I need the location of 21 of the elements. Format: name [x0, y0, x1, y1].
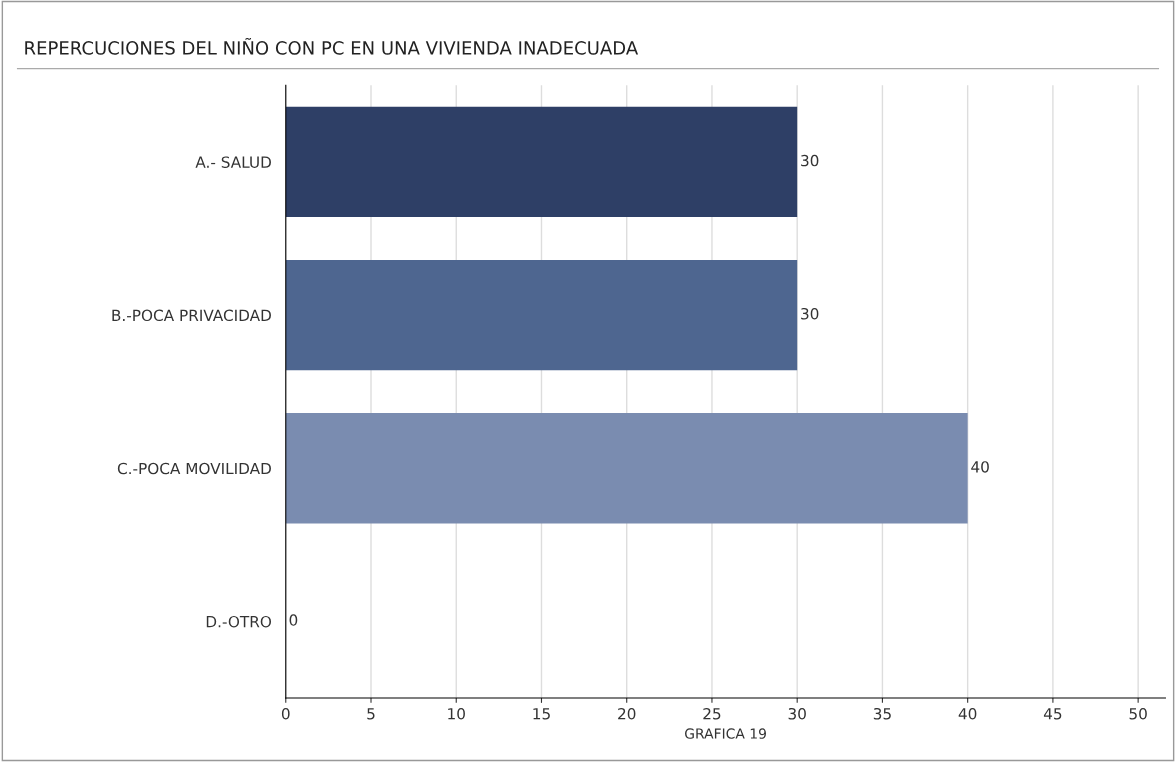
y-tick-label: D.-OTRO — [206, 615, 272, 628]
x-tick-label: 0 — [281, 707, 290, 720]
y-tick-label: A.- SALUD — [195, 156, 271, 168]
x-tick-label: 50 — [1129, 707, 1147, 720]
data-label: 30 — [801, 154, 819, 167]
x-tick-label: 25 — [703, 707, 721, 720]
x-tick-label: 45 — [1043, 708, 1062, 720]
x-tick-label: 20 — [618, 707, 636, 720]
y-tick-label: B.-POCA PRIVACIDAD — [112, 309, 271, 322]
y-tick-label: C.-POCA MOVILIDAD — [117, 462, 271, 475]
x-tick-label: 15 — [533, 708, 550, 720]
x-tick-label: 40 — [958, 707, 977, 720]
x-axis-title: GRAFICA 19 — [685, 728, 766, 739]
x-tick-label: 5 — [367, 708, 375, 720]
x-tick-label: 30 — [788, 707, 806, 720]
x-tick-label: 10 — [448, 707, 465, 720]
x-tick-label: 35 — [873, 707, 891, 720]
chart-title: REPERCUCIONES DEL NIÑO CON PC EN UNA VIVIENDA INADECUADA — [25, 37, 639, 55]
data-label: 0 — [289, 614, 298, 626]
data-label: 30 — [801, 307, 819, 320]
data-label: 40 — [971, 461, 989, 473]
